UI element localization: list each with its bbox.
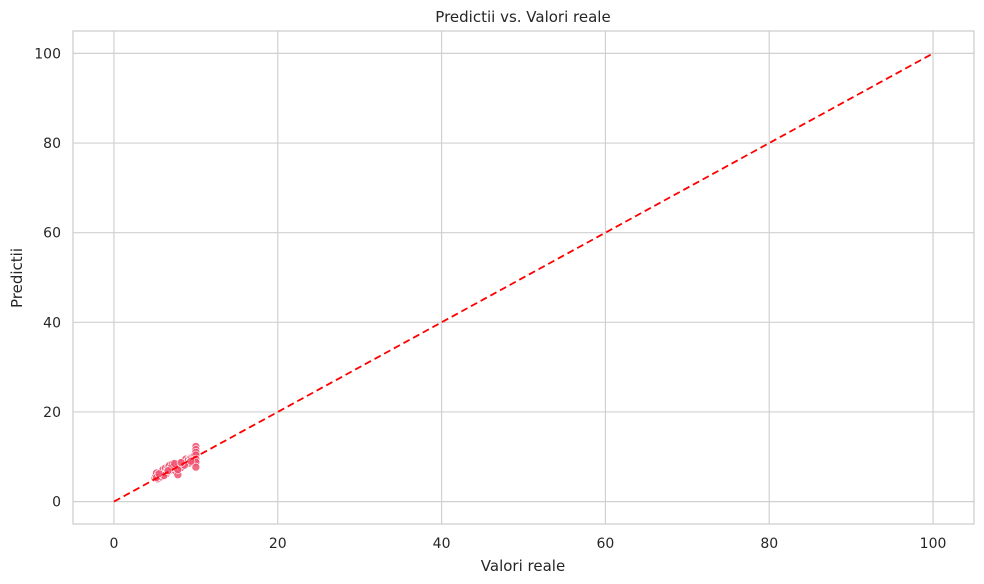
x-tick-label: 60 xyxy=(596,536,614,552)
y-gridlines xyxy=(73,52,974,503)
y-tick-label: 80 xyxy=(43,136,61,152)
x-tick-label: 80 xyxy=(760,536,778,552)
x-gridlines xyxy=(113,31,934,524)
y-axis-label: Predictii xyxy=(8,248,26,308)
scatter-point xyxy=(191,462,201,472)
scatter-points xyxy=(150,442,201,484)
y-tick-labels: 0 20 40 60 80 100 xyxy=(34,46,61,510)
x-tick-labels: 0 20 40 60 80 100 xyxy=(109,536,946,552)
y-tick-label: 40 xyxy=(43,315,61,331)
x-tick-label: 40 xyxy=(433,536,451,552)
reference-line xyxy=(113,52,934,503)
y-tick-label: 60 xyxy=(43,226,61,242)
y-tick-label: 0 xyxy=(52,495,61,511)
plot-frame xyxy=(72,30,975,525)
chart-title: Predictii vs. Valori reale xyxy=(435,8,610,26)
y-tick-label: 20 xyxy=(43,405,61,421)
x-tick-label: 0 xyxy=(109,536,118,552)
scatter-point xyxy=(154,469,164,479)
y-tick-label: 100 xyxy=(34,46,61,62)
x-axis-label: Valori reale xyxy=(481,557,565,575)
x-tick-label: 100 xyxy=(920,536,947,552)
x-tick-label: 20 xyxy=(269,536,287,552)
